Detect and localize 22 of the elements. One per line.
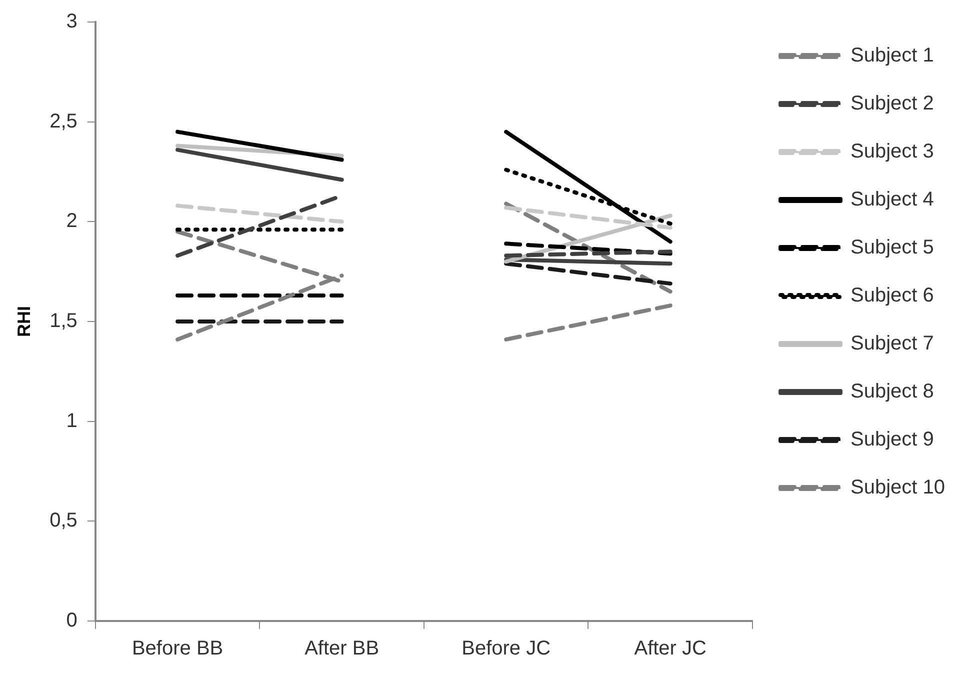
- legend-label: Subject 4: [850, 188, 934, 211]
- y-tick-label: 1: [66, 410, 78, 432]
- legend-label: Subject 8: [850, 380, 934, 403]
- legend-label: Subject 6: [850, 284, 934, 307]
- legend-label: Subject 7: [850, 332, 934, 355]
- x-tick-label: Before BB: [132, 638, 224, 660]
- y-tick-label: 2: [66, 210, 78, 232]
- x-tick-label: Before JC: [462, 638, 551, 660]
- legend-label: Subject 9: [850, 428, 934, 451]
- y-tick-label: 0,5: [50, 510, 78, 532]
- legend-label: Subject 3: [850, 140, 934, 163]
- x-tick-label: After BB: [304, 638, 380, 660]
- legend-label: Subject 5: [850, 236, 934, 259]
- y-tick-label: 3: [66, 10, 78, 33]
- y-tick-label: 0: [66, 610, 78, 632]
- x-tick-label: After JC: [634, 638, 706, 660]
- legend-label: Subject 10: [850, 476, 946, 499]
- y-tick-label: 1,5: [50, 310, 78, 332]
- y-tick-label: 2,5: [50, 110, 78, 132]
- legend-label: Subject 1: [850, 44, 934, 67]
- legend-label: Subject 2: [850, 92, 934, 115]
- y-axis-title: RHI: [14, 306, 34, 337]
